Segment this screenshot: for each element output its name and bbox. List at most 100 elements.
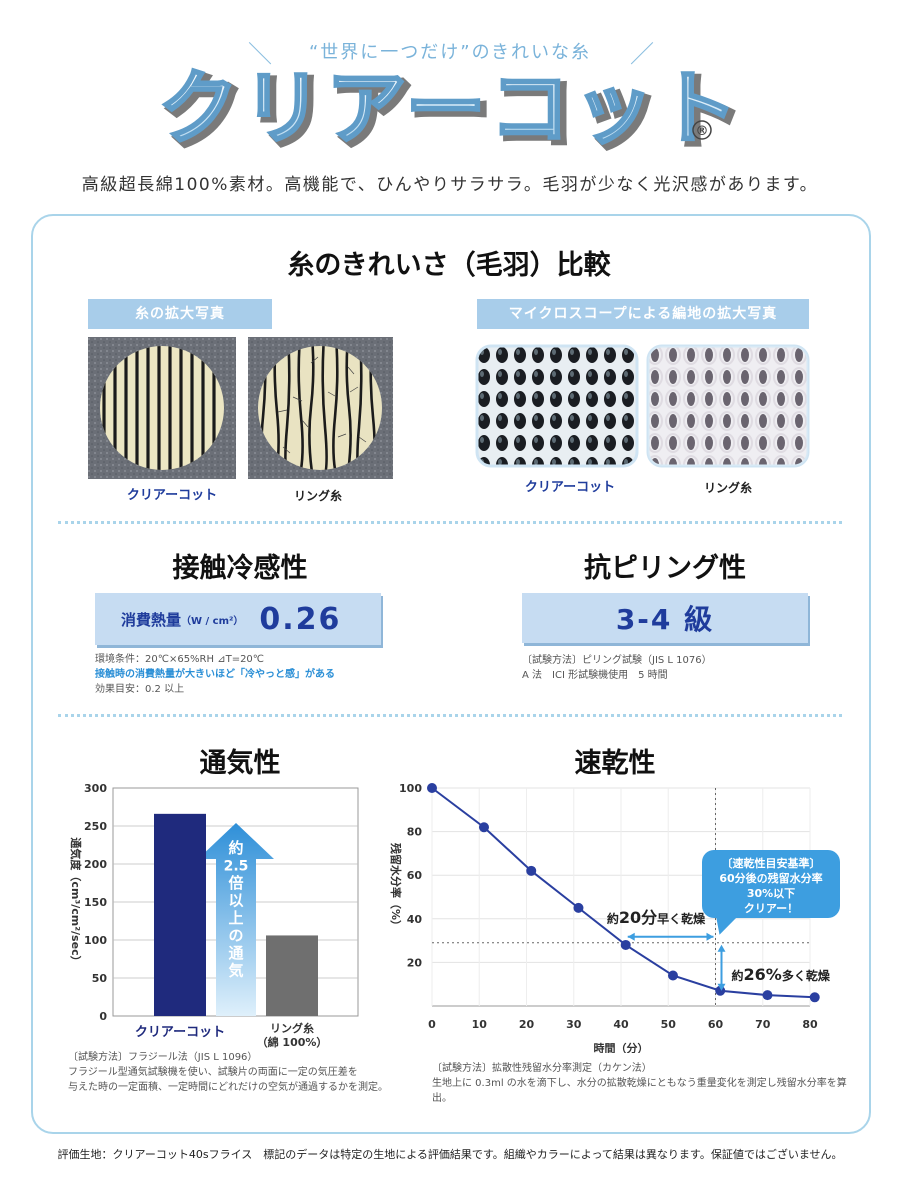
x-tick-label: 80: [802, 1018, 818, 1031]
dry-notes: 〔試験方法〕拡散性残留水分率測定（カケン法） 生地上に 0.3ml の水を滴下し…: [432, 1061, 852, 1106]
arrow-text: 以: [228, 892, 243, 910]
up-arrow-icon: [198, 823, 274, 1016]
heat-metric-unit: （W / cm²）: [181, 615, 244, 627]
air-notes: 〔試験方法〕フラジール法（JIS L 1096） フラジール型通気試験機を使い、…: [68, 1050, 388, 1095]
arrow-up-icon: [717, 944, 726, 952]
x-tick-label: 50: [661, 1018, 677, 1031]
callout-pointer: [716, 916, 738, 935]
air-note-method: 〔試験方法〕フラジール法（JIS L 1096）: [68, 1052, 258, 1063]
yarn-photo-ring: [248, 337, 393, 479]
air-note-desc1: フラジール型通気試験機を使い、試験片の両面に一定の気圧差を: [68, 1067, 358, 1078]
annotation-rate: 約26%多く乾燥: [732, 965, 831, 984]
y-axis-label: 残留水分率（%）: [389, 843, 403, 931]
y-tick-label: 100: [399, 782, 422, 795]
brand-shadow: クリアーコット: [163, 66, 746, 158]
heat-value-box: 消費熱量 （W / cm²） 0.26: [95, 593, 381, 645]
arrow-text: 気: [228, 962, 243, 980]
dry-chart-title: 速乾性: [574, 748, 656, 779]
x-category-label: クリアーコット: [135, 1025, 225, 1040]
arrow-text: 通: [228, 944, 243, 962]
y-tick-label: 20: [407, 956, 423, 969]
arrow-text: 上: [228, 909, 243, 927]
data-point: [526, 865, 537, 876]
heat-value: 0.26: [259, 601, 342, 637]
arrow-text: 倍: [228, 874, 243, 892]
x-category-label: リング糸: [270, 1021, 314, 1035]
x-tick-label: 0: [428, 1018, 436, 1031]
data-point: [667, 970, 678, 981]
data-point: [573, 902, 584, 913]
pilling-note-condition: A 法 ICI 形試験機使用 5 時間: [522, 670, 668, 681]
callout-text: クリアー！: [744, 902, 798, 915]
data-point: [620, 939, 631, 950]
y-tick-label: 50: [92, 972, 108, 985]
y-tick-label: 0: [99, 1010, 107, 1023]
brand-logo: クリアーコット クリアーコット ®: [0, 58, 900, 163]
x-tick-label: 10: [472, 1018, 488, 1031]
dry-note-method: 〔試験方法〕拡散性残留水分率測定（カケン法）: [432, 1063, 652, 1074]
pilling-notes: 〔試験方法〕ピリング試験（JIS L 1076） A 法 ICI 形試験機使用 …: [522, 653, 822, 683]
tagline: “世界に一つだけ”のきれいな糸: [308, 42, 592, 63]
decor-slash-right: ／: [630, 40, 654, 68]
quick-dry-chart: 20 40 60 80 100 0 10 20 30 40 50 60 70 80 時間（分） 残留水分率（%…: [389, 782, 840, 1053]
y-tick-label: 40: [407, 913, 423, 926]
fabric-photo-ring: [646, 344, 810, 468]
pilling-value: 3-4 級: [615, 603, 715, 636]
data-point: [809, 992, 820, 1003]
y-tick-label: 150: [84, 896, 107, 909]
contact-cool-notes: 環境条件：20℃×65%RH ⊿T=20℃ 接触時の消費熱量が大きいほど「冷やっ…: [95, 652, 415, 697]
arrow-text: 約: [228, 839, 243, 857]
x-axis-label: 時間（分）: [594, 1041, 649, 1053]
y-axis-label: 通気度（cm³/cm²/sec）: [69, 837, 83, 966]
registered-mark-circle: [692, 120, 712, 140]
divider-1: [58, 521, 842, 524]
y-tick-label: 60: [407, 869, 423, 882]
callout-text: 〔速乾性目安基準〕: [722, 856, 821, 870]
yarn-photo-clearcot: [88, 337, 236, 479]
y-tick-label: 100: [84, 934, 107, 947]
caption-clearcot-yarn: クリアーコット: [126, 488, 218, 503]
subtitle: 高級超長綿100%素材。高機能で、ひんやりサラサラ。毛羽が少なく光沢感があります…: [81, 175, 819, 195]
data-point: [427, 783, 437, 793]
contact-cool-title: 接触冷感性: [172, 553, 308, 584]
pilling-title: 抗ピリング性: [584, 553, 746, 584]
air-permeability-chart: 0 50 100 150 200 250 300 通気度（cm³/cm²/sec） 約 2.5倍以…: [69, 782, 359, 1048]
caption-ring-yarn: リング糸: [293, 489, 342, 503]
contact-note-env: 環境条件：20℃×65%RH ⊿T=20℃: [95, 654, 265, 665]
fuzz-section-title: 糸のきれいさ（毛羽）比較: [287, 250, 611, 281]
decor-slash-left: ＼: [248, 40, 272, 68]
data-point: [478, 822, 489, 833]
callout-text: 30%以下: [747, 887, 795, 900]
arrow-text: 2.5: [224, 859, 249, 875]
x-category-label: （綿 100%）: [257, 1035, 328, 1048]
y-tick-label: 300: [84, 782, 107, 795]
annotation-time: 約20分早く乾燥: [607, 908, 706, 927]
caption-clearcot-fabric: クリアーコット: [524, 480, 616, 495]
fabric-photo-clearcot: [475, 344, 639, 468]
pilling-note-method: 〔試験方法〕ピリング試験（JIS L 1076）: [522, 655, 712, 666]
bar-0: [154, 813, 206, 1016]
y-tick-label: 200: [84, 858, 107, 871]
caption-ring-fabric: リング糸: [703, 481, 752, 495]
divider-2: [58, 714, 842, 717]
arrow-down-icon: [717, 983, 726, 991]
arrow-text: の: [228, 927, 243, 945]
x-tick-label: 60: [708, 1018, 724, 1031]
arrow-right-icon: [706, 932, 714, 941]
x-tick-label: 40: [613, 1018, 629, 1031]
data-point: [762, 990, 773, 1001]
bar-1: [266, 935, 318, 1016]
air-chart-title: 通気性: [199, 748, 281, 779]
y-tick-label: 80: [407, 826, 423, 839]
x-tick-label: 70: [755, 1018, 771, 1031]
callout-text: 60分後の残留水分率: [719, 871, 822, 885]
registered-mark: ®: [696, 124, 709, 139]
heat-metric-label: 消費熱量: [121, 610, 182, 629]
dry-note-desc: 生地上に 0.3ml の水を滴下し、水分の拡散乾燥にともなう重量変化を測定し残留…: [432, 1078, 847, 1104]
fabric-photo-label: マイクロスコープによる編地の拡大写真: [477, 299, 809, 329]
x-tick-label: 30: [566, 1018, 582, 1031]
x-tick-label: 20: [519, 1018, 535, 1031]
arrow-left-icon: [627, 932, 635, 941]
contact-note-target: 効果目安：0.2 以上: [95, 684, 185, 695]
brand-name: クリアーコット: [158, 62, 741, 155]
